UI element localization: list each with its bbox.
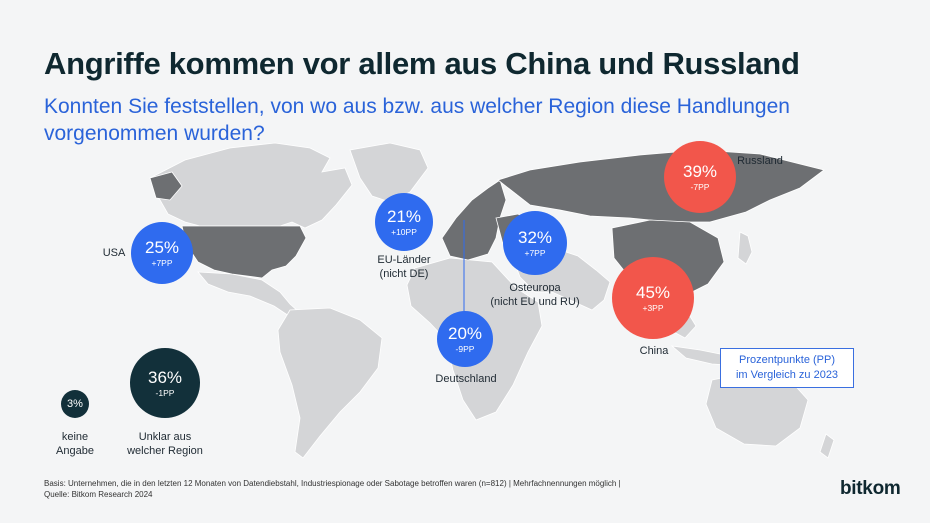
osteuropa-percentage: 32% xyxy=(517,227,553,247)
deutschland-change: -9PP xyxy=(455,343,475,354)
page-subtitle: Konnten Sie feststellen, von wo aus bzw.… xyxy=(44,95,790,145)
unklar-label: Unklar aus welcher Region xyxy=(115,430,215,458)
south-america-land xyxy=(277,307,383,459)
japan-land xyxy=(737,231,753,265)
usa-change: +7PP xyxy=(151,257,173,268)
eu-label-line2: (nicht DE) xyxy=(379,268,429,280)
osteuropa-label-line1: Osteuropa xyxy=(509,282,561,294)
legend-line1: Prozentpunkte (PP) xyxy=(739,354,835,366)
keine-angabe-percentage: 3% xyxy=(67,398,83,410)
china-change: +3PP xyxy=(642,302,664,313)
unklar-label-line2: welcher Region xyxy=(127,445,203,457)
bitkom-logo: bitkom xyxy=(840,478,901,499)
osteuropa-change: +7PP xyxy=(524,247,546,258)
osteuropa-label-line2: (nicht EU und RU) xyxy=(490,296,580,308)
new-zealand-land xyxy=(819,433,835,459)
page-title: Angriffe kommen vor allem aus China und … xyxy=(44,46,800,81)
legend-line2: im Vergleich zu 2023 xyxy=(735,369,839,381)
footer-source: Quelle: Bitkom Research 2024 xyxy=(44,490,153,499)
keine-angabe-label: keine Angabe xyxy=(50,430,100,458)
eu-bubble: 21% +10PP xyxy=(375,193,433,251)
deutschland-percentage: 20% xyxy=(447,323,483,343)
unklar-label-line1: Unklar aus xyxy=(138,431,192,443)
keine-angabe-bubble: 3% xyxy=(61,390,89,418)
eu-label: EU-Länder (nicht DE) xyxy=(352,253,456,281)
deutschland-label: Deutschland xyxy=(435,373,497,385)
usa-land xyxy=(181,225,307,279)
eu-change: +10PP xyxy=(391,226,417,237)
china-label: China xyxy=(639,345,669,357)
unklar-bubble: 36% -1PP xyxy=(130,348,200,418)
footer-notes: Basis: Unternehmen, die in den letzten 1… xyxy=(44,478,621,500)
deutschland-bubble: 20% -9PP xyxy=(437,311,493,367)
keine-angabe-label-line1: keine xyxy=(61,431,89,443)
eu-label-line1: EU-Länder xyxy=(377,254,431,266)
footer-basis: Basis: Unternehmen, die in den letzten 1… xyxy=(44,479,621,488)
europe-land xyxy=(441,179,507,261)
keine-angabe-label-line2: Angabe xyxy=(56,445,94,457)
legend-box: Prozentpunkte (PP) im Vergleich zu 2023 xyxy=(720,348,854,388)
russland-bubble: 39% -7PP xyxy=(664,141,736,213)
eu-percentage: 21% xyxy=(386,206,422,226)
usa-label: USA xyxy=(102,247,126,259)
osteuropa-label: Osteuropa (nicht EU und RU) xyxy=(480,281,590,309)
alaska-land xyxy=(149,171,183,201)
usa-bubble: 25% +7PP xyxy=(131,222,193,284)
china-percentage: 45% xyxy=(635,282,671,302)
unklar-percentage: 36% xyxy=(147,367,183,387)
north-america-land xyxy=(149,142,353,229)
usa-percentage: 25% xyxy=(144,237,180,257)
china-bubble: 45% +3PP xyxy=(612,257,694,339)
russland-label: Russland xyxy=(737,155,783,167)
russia-land xyxy=(497,149,825,223)
central-america-land xyxy=(197,271,301,319)
unklar-change: -1PP xyxy=(155,387,175,398)
russland-percentage: 39% xyxy=(682,161,718,181)
osteuropa-bubble: 32% +7PP xyxy=(503,211,567,275)
greenland-land xyxy=(349,142,429,203)
russland-change: -7PP xyxy=(690,181,710,192)
